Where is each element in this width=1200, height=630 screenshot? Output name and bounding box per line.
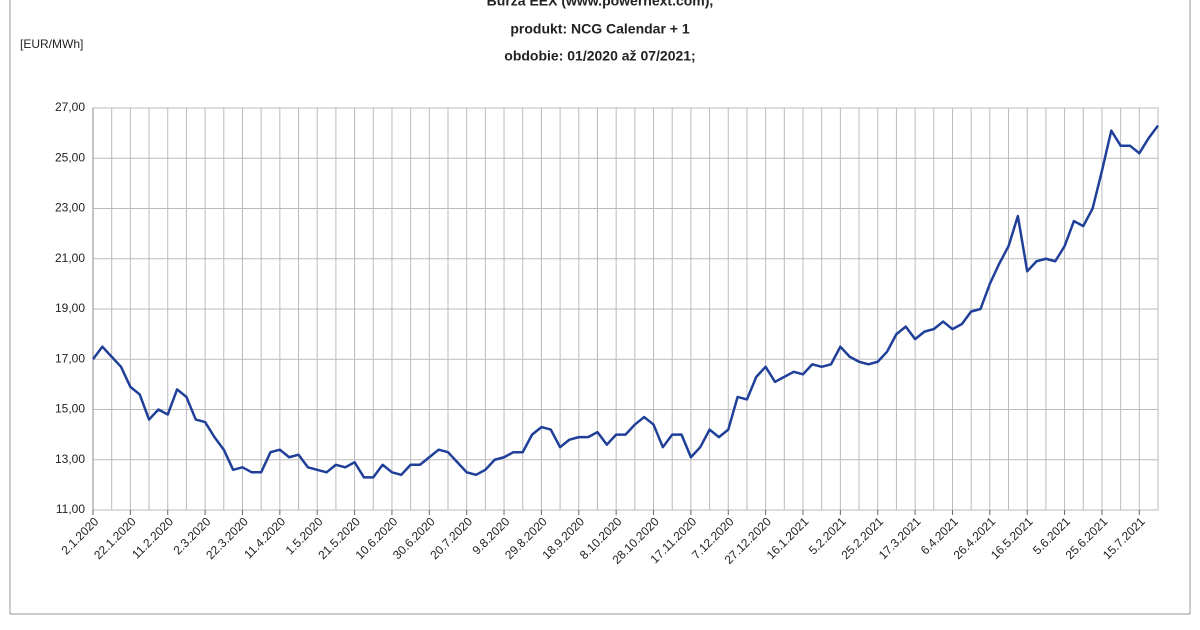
y-tick-label: 25,00 xyxy=(55,150,85,164)
y-tick-label: 23,00 xyxy=(55,201,85,215)
y-tick-label: 21,00 xyxy=(55,251,85,265)
y-tick-label: 17,00 xyxy=(55,351,85,365)
y-tick-label: 13,00 xyxy=(55,452,85,466)
y-axis-label: [EUR/MWh] xyxy=(20,37,83,51)
x-tick-label: 11.2.2020 xyxy=(129,514,176,561)
line xyxy=(91,124,1160,479)
x-tick-label: 11.4.2020 xyxy=(241,514,288,561)
y-tick-label: 15,00 xyxy=(55,402,85,416)
chart-title: produkt: NCG Calendar + 1 xyxy=(510,21,690,37)
frame xyxy=(9,0,1191,615)
chart-title: obdobie: 01/2020 až 07/2021; xyxy=(504,48,695,64)
y-tick-label: 27,00 xyxy=(55,100,85,114)
y-tick-label: 19,00 xyxy=(55,301,85,315)
chart-title: Burza EEX (www.powernext.com), xyxy=(487,0,714,9)
y-tick-label: 11,00 xyxy=(56,502,85,516)
